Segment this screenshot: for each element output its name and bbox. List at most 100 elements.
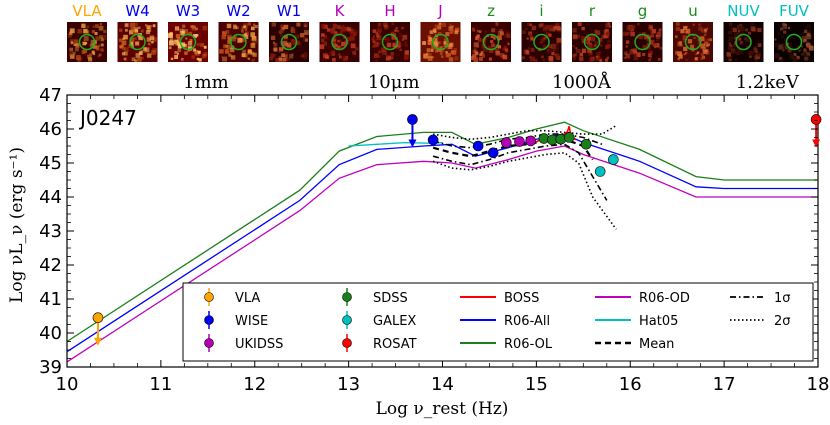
cutout-noise [129,30,134,35]
cutout-noise [473,56,478,61]
cutout-noise [753,46,757,50]
cutout-noise [183,45,188,49]
cutout-noise [373,53,379,58]
cutout-noise [377,41,381,46]
cutout-noise [625,53,631,59]
cutout-image-w2 [218,22,259,62]
cutout-noise [401,38,405,42]
cutout-noise [91,30,96,34]
cutout-noise [189,38,193,42]
cutout-noise [478,30,482,33]
cutout-noise [730,27,736,32]
cutout-noise [339,31,343,35]
cutout-noise [803,48,806,51]
cutout-noise [607,39,611,44]
cutout-noise [737,29,741,33]
cutout-noise [337,45,341,49]
cutout-noise [779,57,784,62]
cutout-noise [136,56,142,62]
cutout-noise [534,58,538,62]
cutout-noise [736,49,742,54]
cutout-noise [708,38,711,41]
cutout-noise [331,50,335,55]
cutout-noise [170,57,174,60]
cutout-noise [384,24,388,28]
cutout-noise [230,55,236,60]
cutout-noise [383,22,388,27]
cutout-noise [70,54,75,59]
cutout-noise [650,34,654,38]
cutout-noise [382,50,387,55]
cutout-noise [800,45,803,48]
cutout-noise [123,51,128,56]
cutout-noise [196,43,200,47]
cutout-noise [493,37,496,40]
cutout-noise [757,28,762,33]
cutout-noise [745,28,748,32]
cutout-noise [437,25,442,30]
y-tick-label: 43 [39,221,62,242]
cutout-noise [404,50,409,55]
cutout-noise [337,40,340,43]
cutout-noise [140,29,144,33]
cutout-noise [787,48,792,53]
cutout-noise [241,53,246,58]
composite-line-1-lower [432,143,608,201]
cutout-noise [228,53,232,57]
cutout-noise [806,34,812,40]
cutout-noise [241,38,246,43]
cutout-noise [81,23,86,28]
cutout-noise [756,52,762,57]
cutout-noise [682,35,688,41]
cutout-noise [777,45,782,51]
cutout-noise [353,32,357,37]
cutout-noise [580,36,586,41]
cutout-noise [386,42,392,48]
cutout-image-vla [67,22,107,62]
cutout-noise [84,41,88,45]
cutout-noise [472,28,476,32]
cutout-noise [87,54,92,59]
cutout-noise [701,55,706,59]
cutout-noise [706,44,709,47]
cutout-noise [225,29,230,34]
cutout-noise [572,45,575,48]
cutout-noise [607,22,611,25]
cutout-noise [700,28,706,33]
cutout-noise [485,30,488,33]
cutout-noise [545,32,550,37]
cutout-noise [502,54,508,60]
cutout-noise [531,25,537,31]
cutout-noise [439,52,443,55]
cutout-noise [426,52,429,55]
cutout-noise [552,48,556,52]
cutout-noise [430,49,434,52]
cutout-noise [504,33,509,38]
cutout-image-w1 [269,22,309,62]
data-point-wise [407,114,418,148]
cutout-noise [384,37,390,43]
target-circle [533,33,550,51]
cutout-noise [434,24,440,30]
cutout-noise [286,42,291,46]
cutout-noise [482,46,488,52]
cutout-noise [219,49,224,54]
cutout-noise [648,24,653,29]
cutout-noise [222,31,225,34]
cutout-noise [92,44,97,49]
legend-entry-sdss: SDSS [342,288,408,306]
cutout-noise [777,32,781,36]
cutout-noise [804,35,808,38]
cutout-noise [674,35,678,38]
cutout-noise [287,43,292,49]
cutout-noise [608,25,612,28]
cutout-noise [492,36,496,39]
cutout-noise [556,37,562,43]
y-tick-label: 44 [39,187,62,208]
cutout-noise [340,26,346,32]
cutout-noise [349,28,354,34]
cutout-noise [705,51,710,55]
cutout-noise [345,27,350,31]
